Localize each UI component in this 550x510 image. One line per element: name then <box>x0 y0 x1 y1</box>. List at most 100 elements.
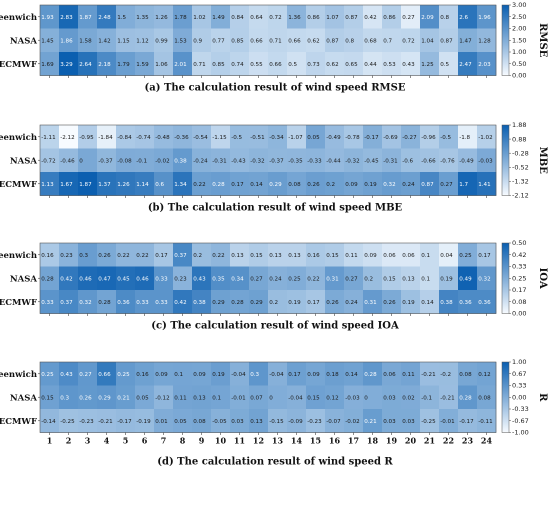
cell-value-label: 0.08 <box>478 395 491 401</box>
heatmap-cell <box>344 5 364 29</box>
heatmap-cell <box>382 125 402 149</box>
colorbar-tick-label: 0.67 <box>512 370 526 378</box>
heatmap-cell <box>344 290 364 314</box>
column-label: 3 <box>85 436 91 446</box>
column-label: 9 <box>199 436 205 446</box>
cell-value-label: 1.79 <box>117 62 130 68</box>
cell-value-label: 0.68 <box>364 38 377 44</box>
cell-value-label: 0.01 <box>155 419 168 425</box>
heatmap-cell <box>268 409 288 433</box>
cell-value-label: 0.72 <box>402 38 414 44</box>
heatmap-cell <box>40 243 60 267</box>
heatmap-cell <box>477 266 497 291</box>
row-label: ECMWF <box>0 60 37 70</box>
heatmap-cell <box>249 409 269 433</box>
heatmap-cell <box>154 52 174 76</box>
cell-value-label: 0.24 <box>269 276 282 282</box>
cell-value-label: 0.86 <box>383 15 396 21</box>
heatmap-cell <box>477 148 497 173</box>
cell-value-label: -0.03 <box>345 395 360 401</box>
cell-value-label: -0.66 <box>421 158 436 164</box>
colorbar-tick-label: 1.00 <box>512 48 526 56</box>
cell-value-label: 0.23 <box>60 253 73 259</box>
cell-value-label: 0.26 <box>307 182 320 188</box>
cell-value-label: 0.21 <box>364 419 377 425</box>
heatmap-cell <box>477 125 497 149</box>
heatmap-cell <box>230 148 250 173</box>
colorbar-tick-label: 0.33 <box>512 382 526 390</box>
heatmap-cell <box>268 125 288 149</box>
cell-value-label: -0.45 <box>364 158 379 164</box>
row-label: Greenwich <box>0 370 37 380</box>
heatmap-cell <box>116 172 136 196</box>
heatmap-cell <box>116 409 136 433</box>
cell-value-label: -1.15 <box>212 135 227 141</box>
heatmap-cell <box>135 148 155 173</box>
heatmap-cell <box>249 125 269 149</box>
cell-value-label: 0.29 <box>250 300 263 306</box>
heatmap-cell <box>382 409 402 433</box>
cell-value-label: 0.43 <box>60 372 73 378</box>
heatmap-cell <box>477 362 497 386</box>
heatmap-cell <box>363 362 383 386</box>
cell-value-label: 0.14 <box>421 300 434 306</box>
cell-value-label: 0.03 <box>231 419 244 425</box>
heatmap-cell <box>325 172 345 196</box>
heatmap-cell <box>420 28 440 53</box>
heatmap-cell <box>59 362 79 386</box>
cell-value-label: 0.05 <box>307 135 320 141</box>
row-label: ECMWF <box>0 298 37 308</box>
heatmap-cell <box>306 243 326 267</box>
cell-value-label: -1.02 <box>478 135 492 141</box>
heatmap-cell <box>439 409 459 433</box>
heatmap-cell <box>97 266 117 291</box>
cell-value-label: 0.08 <box>193 419 206 425</box>
heatmap-cell <box>40 28 60 53</box>
cell-value-label: 0.25 <box>288 276 301 282</box>
cell-value-label: -0.08 <box>117 158 132 164</box>
cell-value-label: -0.78 <box>345 135 360 141</box>
heatmap-cell <box>59 5 79 29</box>
cell-value-label: 0.19 <box>364 182 377 188</box>
heatmap-cell <box>211 385 231 410</box>
cell-value-label: 0.86 <box>307 15 320 21</box>
column-label: 17 <box>348 436 359 446</box>
heatmap-cell <box>420 385 440 410</box>
heatmap-cell <box>420 148 440 173</box>
cell-value-label: -0.27 <box>402 135 417 141</box>
heatmap-cell <box>59 172 79 196</box>
heatmap-cell <box>154 172 174 196</box>
heatmap-cell <box>287 290 307 314</box>
heatmap-cell <box>325 28 345 53</box>
cell-value-label: -0.19 <box>136 419 151 425</box>
cell-value-label: 0.32 <box>79 300 91 306</box>
cell-value-label: 0.04 <box>440 253 453 259</box>
cell-value-label: 0.09 <box>155 372 168 378</box>
heatmap-cell <box>40 362 60 386</box>
cell-value-label: 0.13 <box>193 395 206 401</box>
heatmap-cell <box>325 385 345 410</box>
cell-value-label: 2.01 <box>174 62 187 68</box>
cell-value-label: 0.08 <box>288 182 301 188</box>
colorbar-tick-label: -0.33 <box>512 405 529 413</box>
cell-value-label: 1.5 <box>117 15 126 21</box>
heatmap-cell <box>78 5 98 29</box>
heatmap-cell <box>401 290 421 314</box>
cell-value-label: 0.11 <box>345 253 358 259</box>
heatmap-cell <box>382 172 402 196</box>
cell-value-label: 0.09 <box>364 253 377 259</box>
heatmap-cell <box>230 362 250 386</box>
cell-value-label: 0.87 <box>421 182 434 188</box>
heatmap-cell <box>154 290 174 314</box>
cell-value-label: 0.17 <box>231 182 244 188</box>
cell-value-label: 2.48 <box>98 15 111 21</box>
cell-value-label: 0.31 <box>364 300 377 306</box>
heatmap-cell <box>173 385 193 410</box>
heatmap-cell <box>135 28 155 53</box>
heatmap-cell <box>439 52 459 76</box>
heatmap-cell <box>325 243 345 267</box>
cell-value-label: 1.67 <box>60 182 73 188</box>
heatmap-cell <box>59 28 79 53</box>
heatmap-cell <box>344 266 364 291</box>
heatmap-cell <box>40 125 60 149</box>
